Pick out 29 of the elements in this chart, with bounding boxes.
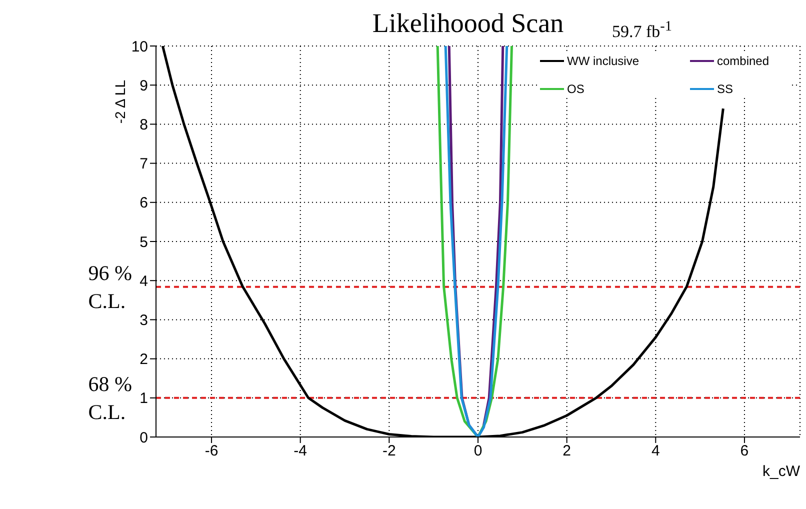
- y-tick-label: 1: [140, 390, 148, 408]
- y-tick-label: 3: [140, 312, 148, 330]
- x-tick-label: 0: [474, 442, 482, 460]
- legend-label: OS: [567, 82, 584, 96]
- line-series: [436, 46, 514, 437]
- x-tick-label: 2: [562, 442, 571, 460]
- x-axis-title: k_cW: [762, 463, 800, 480]
- legend-label: combined: [717, 54, 770, 68]
- x-tick-label: 4: [651, 442, 660, 460]
- x-tick-label: -2: [382, 442, 396, 460]
- y-tick-label: 8: [140, 116, 148, 134]
- y-tick-label: 5: [140, 234, 148, 251]
- ref-line-label: 68 % C.L.: [88, 370, 132, 426]
- y-tick-label: 10: [131, 38, 148, 56]
- y-axis-title: -2 Δ LL: [112, 80, 128, 124]
- legend-label: SS: [717, 82, 734, 96]
- y-tick-label: 6: [140, 194, 148, 212]
- y-tick-label: 9: [140, 77, 148, 94]
- text: 59.7 fb$^{-1}$: [612, 18, 672, 41]
- y-tick-label: 7: [140, 156, 148, 173]
- x-tick-label: -4: [294, 442, 308, 460]
- y-tick-label: 0: [140, 429, 148, 446]
- legend-label: WW inclusive: [567, 54, 640, 68]
- x-tick-label: -6: [204, 442, 218, 460]
- x-tick-label: 6: [740, 442, 749, 460]
- y-tick-label: 4: [140, 272, 148, 290]
- y-tick-label: 2: [140, 351, 148, 368]
- ref-line-label: 96 % C.L.: [88, 260, 132, 315]
- chart-title: Likelihoood Scan: [372, 8, 564, 38]
